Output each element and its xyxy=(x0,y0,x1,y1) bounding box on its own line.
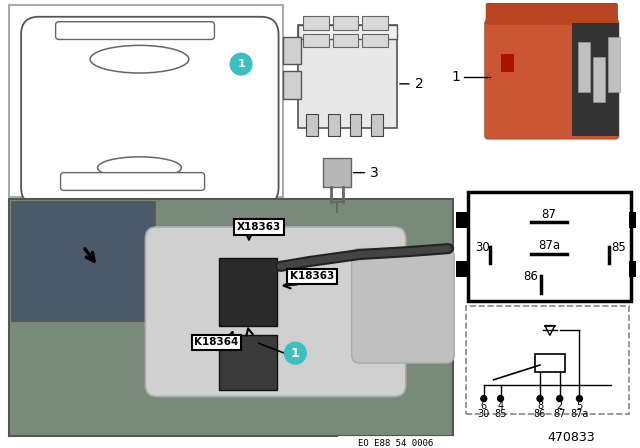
Text: 8: 8 xyxy=(537,401,543,411)
FancyBboxPatch shape xyxy=(351,249,454,363)
Circle shape xyxy=(577,396,582,401)
Polygon shape xyxy=(545,326,555,336)
Bar xyxy=(371,114,383,136)
Bar xyxy=(608,38,620,92)
Text: 1: 1 xyxy=(237,59,245,69)
Bar xyxy=(9,5,284,197)
Bar xyxy=(298,25,397,128)
Text: 85: 85 xyxy=(612,241,627,254)
Text: 3: 3 xyxy=(371,166,379,180)
Bar xyxy=(466,306,628,414)
Bar xyxy=(362,16,388,30)
Bar xyxy=(362,34,388,47)
Circle shape xyxy=(285,342,306,364)
FancyBboxPatch shape xyxy=(486,3,618,25)
Text: 87: 87 xyxy=(541,207,556,220)
Bar xyxy=(303,34,329,47)
Text: 5: 5 xyxy=(577,401,582,411)
Bar xyxy=(628,212,640,228)
FancyBboxPatch shape xyxy=(484,20,619,139)
Bar xyxy=(500,54,515,72)
Text: 4: 4 xyxy=(497,401,504,411)
Text: 86: 86 xyxy=(534,409,546,419)
Bar xyxy=(284,36,301,64)
Text: 86: 86 xyxy=(524,270,538,283)
Bar xyxy=(9,199,453,436)
Bar xyxy=(349,114,362,136)
Text: 470833: 470833 xyxy=(548,431,595,444)
Bar xyxy=(628,262,640,277)
Bar xyxy=(579,43,590,92)
Bar xyxy=(468,192,631,301)
Bar xyxy=(220,258,276,326)
Text: 85: 85 xyxy=(494,409,507,419)
Bar xyxy=(323,158,351,187)
Bar xyxy=(12,202,156,321)
Circle shape xyxy=(230,53,252,75)
Text: 87a: 87a xyxy=(570,409,589,419)
Bar xyxy=(328,114,340,136)
Text: 87a: 87a xyxy=(538,239,560,252)
Polygon shape xyxy=(298,25,397,39)
FancyBboxPatch shape xyxy=(21,17,278,205)
Text: 1: 1 xyxy=(291,347,300,360)
Text: 1: 1 xyxy=(451,70,460,84)
FancyBboxPatch shape xyxy=(145,227,406,396)
Bar xyxy=(572,23,619,136)
Bar xyxy=(456,262,470,277)
Circle shape xyxy=(481,396,487,401)
Text: 30: 30 xyxy=(477,409,490,419)
Bar xyxy=(333,16,358,30)
Text: 87: 87 xyxy=(554,409,566,419)
Text: K18363: K18363 xyxy=(290,271,334,281)
Text: 2: 2 xyxy=(557,401,563,411)
Text: 2: 2 xyxy=(415,77,424,91)
Ellipse shape xyxy=(97,157,181,179)
FancyBboxPatch shape xyxy=(61,172,205,190)
Text: K18364: K18364 xyxy=(194,337,239,347)
FancyBboxPatch shape xyxy=(56,22,214,39)
Text: 6: 6 xyxy=(481,401,487,411)
Bar xyxy=(284,71,301,99)
Circle shape xyxy=(557,396,563,401)
Ellipse shape xyxy=(90,45,189,73)
Bar xyxy=(303,16,329,30)
Bar xyxy=(220,336,276,390)
Bar xyxy=(338,436,454,448)
Text: EO E88 54 0006: EO E88 54 0006 xyxy=(358,439,433,448)
Bar xyxy=(306,114,318,136)
Bar xyxy=(333,34,358,47)
Text: X18363: X18363 xyxy=(237,222,281,232)
Circle shape xyxy=(537,396,543,401)
Bar xyxy=(593,57,605,102)
Bar xyxy=(456,212,470,228)
Text: 30: 30 xyxy=(476,241,490,254)
Circle shape xyxy=(497,396,504,401)
Bar xyxy=(535,354,564,372)
